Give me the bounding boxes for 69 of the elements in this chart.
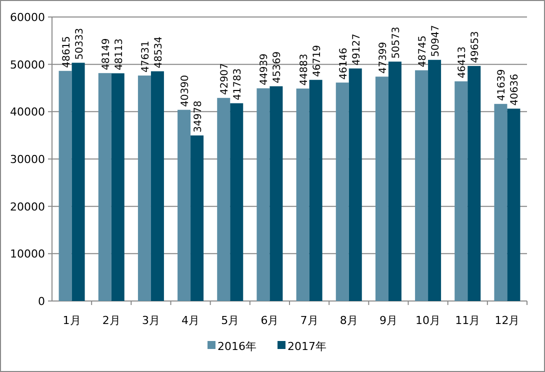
bar (111, 73, 124, 301)
bar (270, 86, 283, 301)
y-tick-label: 10000 (10, 248, 45, 261)
x-tick-label: 4月 (182, 314, 200, 327)
data-label: 44939 (259, 53, 270, 86)
bar (190, 135, 204, 301)
bar (348, 68, 362, 301)
data-label: 41783 (232, 68, 244, 100)
x-tick-label: 7月 (300, 314, 318, 327)
y-tick-label: 30000 (10, 153, 45, 166)
bar (375, 76, 388, 301)
data-label: 50947 (430, 25, 442, 57)
bar (336, 82, 349, 301)
data-label: 50573 (390, 26, 402, 59)
bar (468, 66, 481, 301)
bar (217, 98, 230, 301)
x-tick-label: 3月 (142, 314, 160, 327)
data-label: 40636 (510, 74, 521, 106)
bar (72, 62, 85, 301)
data-label: 48745 (418, 35, 429, 68)
x-tick-label: 5月 (221, 314, 240, 327)
y-tick-label: 60000 (10, 11, 45, 24)
data-label: 48113 (114, 38, 125, 70)
legend-label: 2017年 (288, 340, 326, 353)
x-tick-label: 11月 (455, 314, 480, 327)
data-label: 49127 (351, 34, 362, 66)
data-label: 42907 (220, 63, 231, 95)
data-label: 47631 (140, 40, 152, 73)
bar (507, 108, 520, 301)
bar (256, 88, 270, 301)
bar (454, 81, 468, 301)
bar (388, 62, 402, 301)
bar (230, 103, 244, 301)
bar (178, 110, 191, 301)
x-tick-label: 1月 (62, 314, 81, 327)
data-label: 48149 (100, 38, 112, 70)
bar (296, 88, 310, 301)
data-label: 46719 (312, 45, 323, 77)
data-label: 40390 (180, 75, 192, 107)
bar (138, 76, 151, 301)
x-tick-label: 8月 (340, 314, 358, 327)
bar (428, 60, 442, 301)
data-label: 46413 (457, 46, 468, 78)
x-tick-label: 10月 (416, 314, 441, 327)
bar (494, 104, 508, 301)
x-tick-label: 12月 (494, 314, 520, 327)
y-tick-label: 20000 (10, 200, 45, 214)
data-label: 34978 (193, 100, 204, 132)
bar (150, 71, 164, 301)
data-label: 45369 (272, 51, 284, 84)
data-label: 50333 (74, 28, 86, 60)
y-tick-label: 40000 (10, 106, 45, 119)
data-label: 48615 (61, 36, 72, 68)
data-label: 46146 (338, 48, 350, 80)
bar (58, 70, 72, 301)
bar (309, 80, 322, 301)
x-tick-label: 6月 (260, 314, 279, 327)
bar (98, 73, 112, 301)
x-tick-label: 2月 (102, 314, 120, 327)
data-label: 48534 (153, 36, 164, 68)
data-label: 47399 (378, 42, 389, 74)
legend-label: 2016年 (218, 340, 256, 353)
bar (415, 70, 428, 301)
data-label: 44883 (298, 54, 310, 86)
data-label: 49653 (470, 31, 482, 63)
y-tick-label: 50000 (10, 58, 45, 72)
data-label: 41639 (496, 69, 508, 101)
x-tick-label: 9月 (379, 314, 398, 327)
y-tick-label: 0 (38, 295, 45, 308)
